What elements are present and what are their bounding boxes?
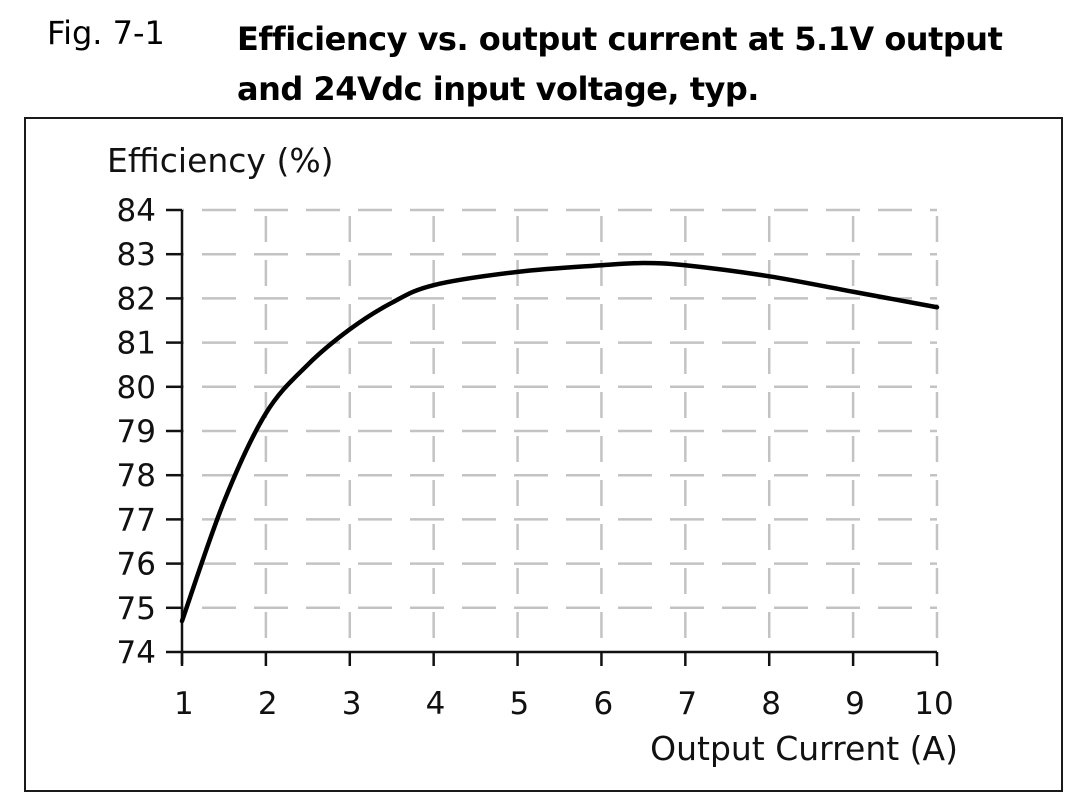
x-tick-label: 6: [593, 686, 613, 722]
axes: [166, 208, 939, 666]
x-tick-label: 8: [761, 686, 781, 722]
y-tick-label: 74: [117, 635, 156, 671]
x-tick-label: 5: [510, 686, 530, 722]
y-tick-label: 84: [117, 193, 156, 229]
x-tick-label: 3: [342, 686, 362, 722]
x-axis-title: Output Current (A): [650, 729, 958, 768]
y-axis-title: Efficiency (%): [107, 141, 334, 180]
y-tick-label: 76: [117, 547, 156, 583]
y-tick-label: 78: [117, 458, 156, 494]
figure-title-line2: and 24Vdc input voltage, typ.: [237, 70, 759, 108]
figure-title-line1: Efficiency vs. output current at 5.1V ou…: [237, 20, 1003, 58]
x-tick-label: 2: [258, 686, 278, 722]
x-tick-label: 1: [174, 686, 194, 722]
y-tick-label: 79: [117, 414, 156, 450]
y-tick-label: 82: [117, 281, 156, 317]
x-tick-label: 7: [677, 686, 697, 722]
y-tick-label: 77: [117, 502, 156, 538]
efficiency-curve: [179, 260, 940, 624]
x-tick-label: 10: [914, 686, 953, 722]
y-tick-label: 75: [117, 591, 156, 627]
figure-title: Efficiency vs. output current at 5.1V ou…: [237, 14, 1003, 114]
x-tick-label: 9: [845, 686, 865, 722]
y-tick-label: 80: [117, 370, 156, 406]
x-tick-label: 4: [426, 686, 446, 722]
figure-label: Fig. 7-1: [47, 14, 165, 52]
chart-frame: [24, 117, 1063, 792]
y-tick-label: 83: [117, 237, 156, 273]
grid-lines: [182, 208, 939, 652]
y-tick-label: 81: [117, 326, 156, 362]
